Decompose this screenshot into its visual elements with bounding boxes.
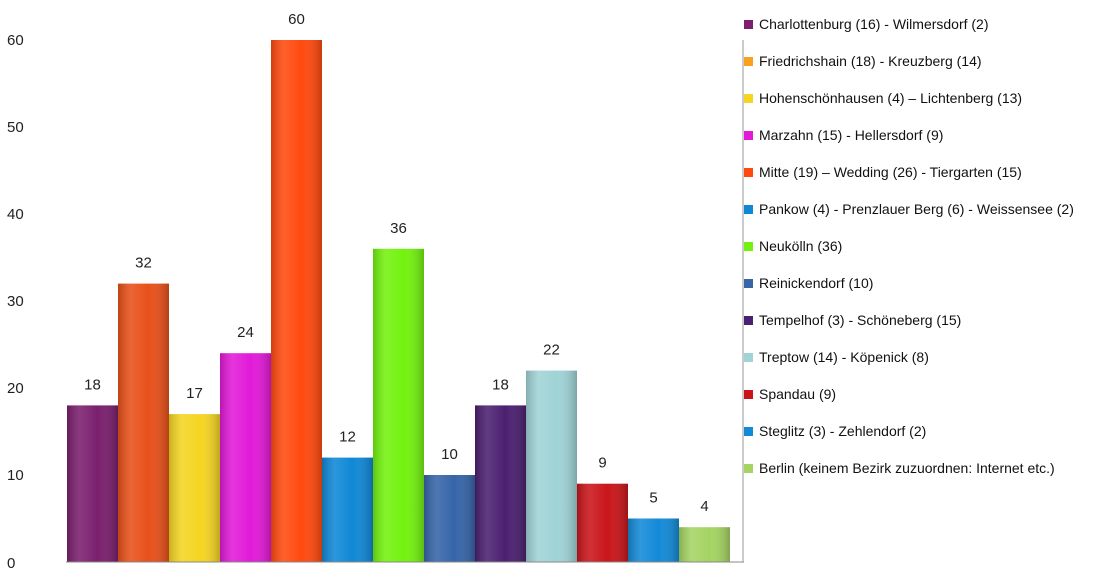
data-label: 32 [135,255,152,272]
bar-chart: 0 10 20 30 40 50 60 18 32 17 24 60 12 36 10 18 22 9 5 4 [7,11,744,570]
data-label: 60 [288,11,305,28]
legend-item: Steglitz (3) - Zehlendorf (2) [744,423,1106,440]
legend-swatch [744,242,753,251]
legend-label: Friedrichshain (18) - Kreuzberg (14) [759,53,982,69]
legend-item: Hohenschönhausen (4) – Lichtenberg (13) [744,90,1106,107]
legend-swatch [744,427,753,436]
y-tick-label: 50 [7,119,24,136]
bar-shade [373,248,424,563]
data-label: 10 [441,446,458,463]
data-label: 18 [492,376,509,393]
data-labels: 18 32 17 24 60 12 36 10 18 22 9 5 4 [84,11,709,515]
legend-item: Tempelhof (3) - Schöneberg (15) [744,312,1106,329]
legend-label: Mitte (19) – Wedding (26) - Tiergarten (… [759,164,1022,180]
bar-shade [475,405,526,562]
legend: Charlottenburg (16) - Wilmersdorf (2) Fri… [744,16,1106,497]
bar-shade [271,40,322,562]
data-label: 24 [237,324,254,341]
data-label: 4 [700,498,708,515]
data-label: 22 [543,342,560,359]
legend-swatch [744,20,753,29]
data-label: 12 [339,429,356,446]
legend-swatch [744,279,753,288]
legend-item: Charlottenburg (16) - Wilmersdorf (2) [744,16,1106,33]
y-tick-label: 0 [7,555,15,570]
bar-shade [67,405,118,562]
legend-item: Reinickendorf (10) [744,275,1106,292]
legend-swatch [744,205,753,214]
legend-swatch [744,131,753,140]
legend-label: Spandau (9) [759,386,837,402]
legend-swatch [744,57,753,66]
data-label: 5 [649,490,657,507]
legend-label: Treptow (14) - Köpenick (8) [759,349,929,365]
legend-label: Tempelhof (3) - Schöneberg (15) [759,312,962,328]
data-label: 18 [84,376,101,393]
legend-swatch [744,464,753,473]
bar-shade [118,283,169,562]
legend-label: Reinickendorf (10) [759,275,874,291]
legend-label: Hohenschönhausen (4) – Lichtenberg (13) [759,90,1023,106]
y-tick-label: 40 [7,206,24,223]
legend-swatch [744,316,753,325]
legend-label: Steglitz (3) - Zehlendorf (2) [759,423,927,439]
legend-item: Pankow (4) - Prenzlauer Berg (6) - Weiss… [744,201,1106,218]
legend-item: Neukölln (36) [744,238,1106,255]
bar-shade [424,475,475,562]
bar-shade [169,414,220,562]
y-tick-label: 10 [7,467,24,484]
legend-swatch [744,168,753,177]
legend-label: Pankow (4) - Prenzlauer Berg (6) - Weiss… [759,201,1074,217]
y-axis-ticks: 0 10 20 30 40 50 60 [7,32,24,570]
legend-item: Spandau (9) [744,386,1106,403]
legend-item: Berlin (keinem Bezirk zuzuordnen: Intern… [744,460,1106,477]
legend-item: Marzahn (15) - Hellersdorf (9) [744,127,1106,144]
legend-item: Friedrichshain (18) - Kreuzberg (14) [744,53,1106,70]
y-tick-label: 60 [7,32,24,49]
y-tick-label: 30 [7,293,24,310]
legend-label: Marzahn (15) - Hellersdorf (9) [759,127,944,143]
legend-label: Berlin (keinem Bezirk zuzuordnen: Intern… [759,460,1055,476]
data-label: 17 [186,385,203,402]
bar-shade [628,518,679,562]
legend-item: Treptow (14) - Köpenick (8) [744,349,1106,366]
data-label: 36 [390,220,407,237]
bar-shade [679,527,730,562]
legend-item: Mitte (19) – Wedding (26) - Tiergarten (… [744,164,1106,181]
bar-shade [577,483,628,562]
data-label: 9 [598,455,606,472]
legend-label: Neukölln (36) [759,238,843,254]
bars [67,40,730,563]
bar-shade [220,353,271,562]
legend-swatch [744,353,753,362]
legend-swatch [744,94,753,103]
bar-shade [526,370,577,562]
y-tick-label: 20 [7,380,24,397]
bar-shade [322,457,373,562]
legend-swatch [744,390,753,399]
legend-label: Charlottenburg (16) - Wilmersdorf (2) [759,16,989,32]
